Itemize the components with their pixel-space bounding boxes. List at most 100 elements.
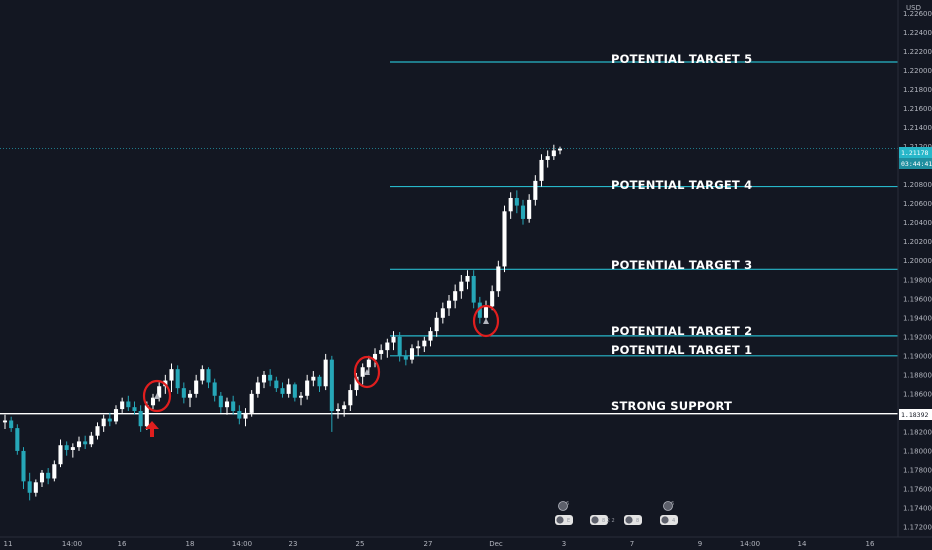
time-tick-label: 16 xyxy=(118,540,127,548)
candle-body xyxy=(268,374,273,381)
candle-body xyxy=(76,441,82,448)
candle-body xyxy=(502,211,507,267)
current-price-value: 1.21178 xyxy=(901,149,928,157)
price-tick-label: 1.17400 xyxy=(903,504,932,512)
time-tick-label: 14:00 xyxy=(232,540,252,548)
price-tick-label: 1.19000 xyxy=(903,352,932,360)
candle-body xyxy=(416,346,421,349)
candle-body xyxy=(2,420,8,423)
event-count: 8 2 2 xyxy=(602,518,615,524)
candle-body xyxy=(187,393,193,398)
candle-body xyxy=(113,409,119,422)
event-count: 6 xyxy=(671,501,674,507)
candle-body xyxy=(169,369,174,381)
candle-body xyxy=(533,180,538,200)
time-axis[interactable]: 11 14:00 16 18 14:00 23 25 27 Dec 3 7 9 14:00 14 16 xyxy=(0,536,932,548)
price-tick-label: 1.18000 xyxy=(903,447,932,455)
candle-body xyxy=(527,199,532,219)
candle-body xyxy=(132,407,137,411)
candle-body xyxy=(557,148,563,151)
time-tick-label: 14:00 xyxy=(62,540,82,548)
economic-event-icon[interactable]: E6 xyxy=(555,501,573,525)
price-levels xyxy=(0,61,898,415)
price-tick-label: 1.20400 xyxy=(903,219,932,227)
price-tick-label: 1.21600 xyxy=(903,105,932,113)
price-axis[interactable]: 1.22600 1.22400 1.22200 1.22000 1.21800 1.216… xyxy=(897,0,932,537)
price-tick-label: 1.19600 xyxy=(903,295,932,303)
price-tick-label: 1.20000 xyxy=(903,257,932,265)
candle-body xyxy=(298,395,304,398)
candle-body xyxy=(89,435,94,445)
candle-body xyxy=(237,410,242,419)
price-tick-label: 1.19200 xyxy=(903,333,932,341)
candle-body xyxy=(477,302,482,318)
price-tick-label: 1.17200 xyxy=(903,524,932,532)
strong-support-label: STRONG SUPPORT xyxy=(611,399,732,413)
price-tick-label: 1.21400 xyxy=(903,124,932,132)
candle-body xyxy=(249,393,254,413)
price-tick-label: 1.20800 xyxy=(903,181,932,189)
economic-event-icon[interactable]: 8 xyxy=(624,515,642,525)
time-tick-label: Dec xyxy=(489,540,503,548)
candle-body xyxy=(95,426,100,436)
time-tick-label: 14 xyxy=(798,540,807,548)
candle-body xyxy=(243,412,248,419)
candle-body xyxy=(194,380,199,394)
time-tick-label: 11 xyxy=(4,540,13,548)
candle-body xyxy=(52,464,57,479)
candle-body xyxy=(471,275,476,303)
candle-body xyxy=(366,359,371,368)
time-tick-label: 23 xyxy=(289,540,298,548)
time-tick-label: 16 xyxy=(866,540,875,548)
candle-body xyxy=(144,405,149,427)
candle-body xyxy=(317,376,322,387)
candle-body xyxy=(33,482,38,493)
price-tick-label: 1.21800 xyxy=(903,86,932,94)
candle-body xyxy=(15,428,20,451)
candle-body xyxy=(440,308,445,318)
price-tick-label: 1.18800 xyxy=(903,371,932,379)
candle-body xyxy=(520,205,526,219)
countdown-value: 03:44:41 xyxy=(901,160,932,168)
target-4-label: POTENTIAL TARGET 4 xyxy=(611,178,752,192)
economic-event-icon[interactable]: 46 xyxy=(660,501,678,525)
candle-body xyxy=(545,156,550,160)
price-tick-label: 1.22400 xyxy=(903,29,932,37)
currency-label: USD xyxy=(906,4,921,12)
candle-body xyxy=(342,405,347,410)
support-price-badge xyxy=(899,409,932,420)
event-count: 6 xyxy=(566,501,569,507)
candle-body xyxy=(126,401,131,408)
signal-circle xyxy=(472,304,500,338)
support-price-value: 1.18392 xyxy=(901,411,928,419)
candle-body xyxy=(218,395,223,408)
signal-triangle-icon xyxy=(364,369,370,375)
price-tick-label: 1.20600 xyxy=(903,200,932,208)
price-tick-label: 1.22600 xyxy=(903,10,932,18)
candle-body xyxy=(175,369,180,389)
candle-body xyxy=(64,445,69,450)
candle-body xyxy=(101,418,106,427)
candle-body xyxy=(329,359,334,411)
event-count: 8 xyxy=(636,518,639,524)
price-tick-label: 1.18200 xyxy=(903,428,932,436)
target-3-label: POTENTIAL TARGET 3 xyxy=(611,258,752,272)
candle-body xyxy=(280,388,285,394)
candle-body xyxy=(514,197,519,206)
candle-body xyxy=(9,420,14,429)
signal-circle xyxy=(142,379,172,413)
candle-body xyxy=(274,380,279,389)
signal-triangle-icon xyxy=(483,318,489,324)
time-tick-label: 18 xyxy=(186,540,195,548)
economic-events[interactable]: E68 2 2 8 46 xyxy=(555,501,678,525)
candle-body xyxy=(551,150,556,157)
economic-event-icon[interactable]: 8 2 2 xyxy=(590,515,615,525)
candle-body xyxy=(496,266,501,292)
candle-body xyxy=(83,441,88,445)
price-tick-label: 1.17800 xyxy=(903,466,932,474)
candle-body xyxy=(212,382,217,396)
event-count: 4 xyxy=(672,518,675,524)
candle-body xyxy=(465,275,470,282)
candle-body xyxy=(200,369,205,381)
